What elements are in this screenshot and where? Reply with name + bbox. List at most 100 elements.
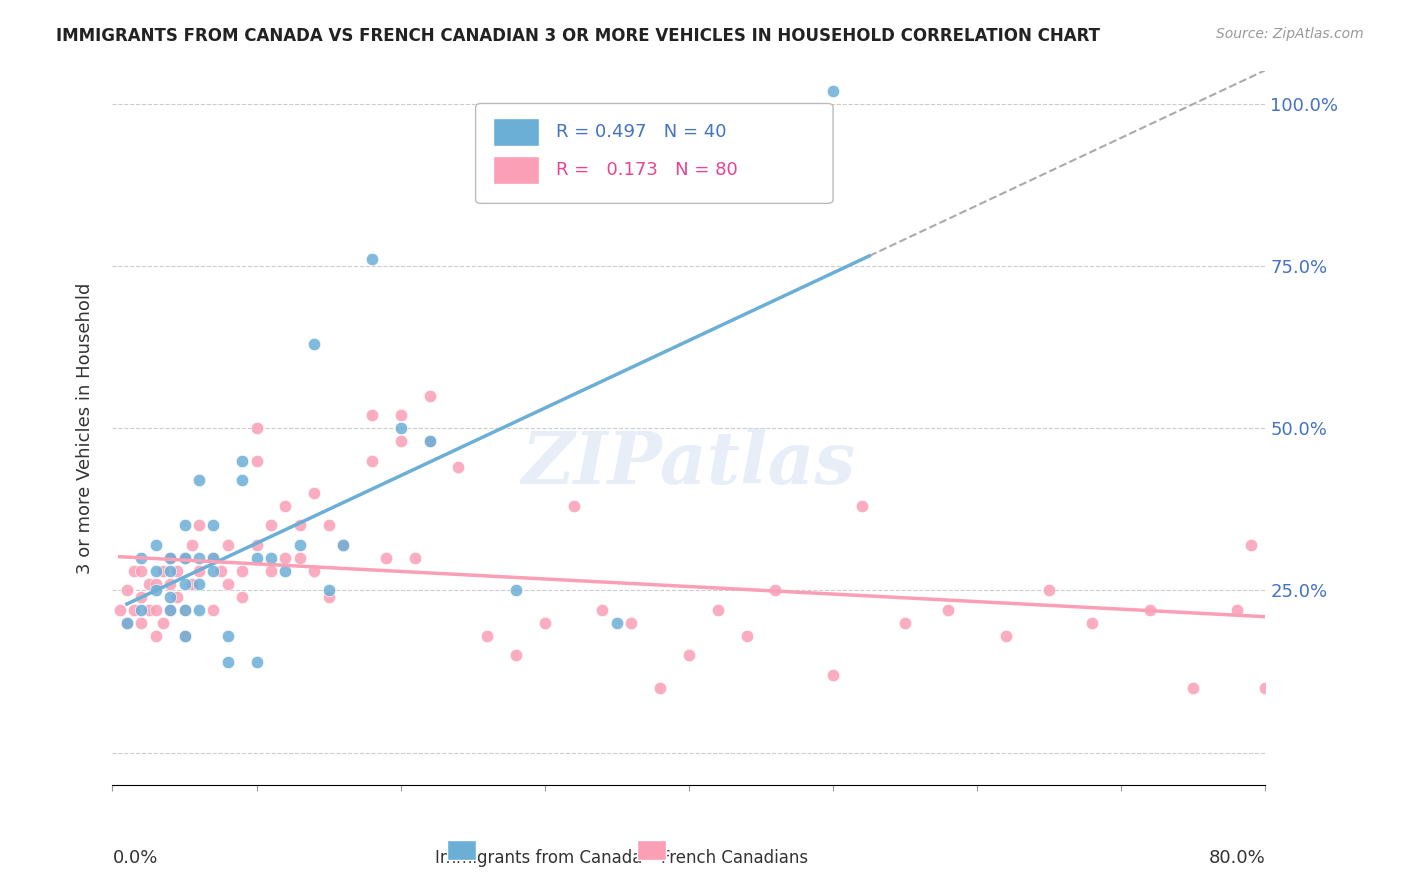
Point [122, 603, 145, 617]
Point [360, 252, 382, 267]
Point [159, 564, 181, 578]
Point [159, 590, 181, 604]
Point [389, 421, 412, 435]
Bar [494, 118, 538, 146]
Point [1226, 603, 1249, 617]
Point [129, 590, 153, 604]
Point [260, 550, 283, 565]
Text: ZIPatlas: ZIPatlas [522, 428, 856, 500]
Point [288, 538, 311, 552]
Point [246, 453, 269, 467]
Point [246, 538, 269, 552]
Point [534, 615, 557, 630]
Point [173, 629, 195, 643]
Point [217, 629, 239, 643]
Bar [494, 155, 538, 184]
Point [173, 550, 195, 565]
Point [129, 603, 153, 617]
Point [152, 615, 174, 630]
Point [505, 583, 527, 598]
Point [821, 667, 844, 681]
Point [894, 615, 917, 630]
Point [145, 564, 167, 578]
Y-axis label: 3 or more Vehicles in Household: 3 or more Vehicles in Household [76, 283, 94, 574]
Point [173, 518, 195, 533]
Point [650, 681, 672, 695]
Point [288, 550, 311, 565]
Point [138, 577, 160, 591]
Point [180, 538, 202, 552]
Point [159, 603, 181, 617]
Point [122, 564, 145, 578]
Point [260, 564, 283, 578]
Point [360, 408, 382, 422]
Point [231, 590, 253, 604]
Point [188, 518, 211, 533]
Point [1182, 681, 1205, 695]
Point [115, 615, 138, 630]
Point [318, 583, 340, 598]
Point [1139, 603, 1161, 617]
Point [188, 473, 211, 487]
Point [1038, 583, 1060, 598]
Point [332, 538, 354, 552]
Point [115, 615, 138, 630]
Point [145, 603, 167, 617]
Point [375, 550, 398, 565]
Bar [637, 840, 666, 860]
Point [360, 453, 382, 467]
Point [145, 629, 167, 643]
Point [995, 629, 1018, 643]
Text: 80.0%: 80.0% [1209, 849, 1265, 867]
Point [231, 564, 253, 578]
Point [166, 564, 188, 578]
Point [606, 615, 628, 630]
Point [304, 486, 326, 500]
Point [419, 434, 441, 449]
Point [274, 499, 297, 513]
Point [108, 603, 131, 617]
Bar [447, 840, 475, 860]
Text: French Canadians: French Canadians [661, 849, 808, 867]
Point [707, 603, 730, 617]
Point [115, 583, 138, 598]
Point [188, 550, 211, 565]
Point [1081, 615, 1104, 630]
Point [246, 655, 269, 669]
Point [274, 564, 297, 578]
Text: R = 0.497   N = 40: R = 0.497 N = 40 [557, 123, 727, 141]
Point [129, 615, 153, 630]
Point [188, 577, 211, 591]
Point [231, 453, 253, 467]
Point [288, 518, 311, 533]
Point [404, 550, 426, 565]
Point [159, 603, 181, 617]
Point [620, 615, 643, 630]
Point [202, 550, 225, 565]
Point [260, 518, 283, 533]
Point [138, 603, 160, 617]
Point [159, 550, 181, 565]
Point [505, 648, 527, 663]
Point [678, 648, 700, 663]
Text: R =   0.173   N = 80: R = 0.173 N = 80 [557, 161, 738, 178]
Point [145, 577, 167, 591]
Point [202, 518, 225, 533]
Point [209, 564, 232, 578]
Point [166, 590, 188, 604]
Point [765, 583, 787, 598]
Point [173, 629, 195, 643]
Point [231, 473, 253, 487]
Text: Source: ZipAtlas.com: Source: ZipAtlas.com [1216, 27, 1364, 41]
Point [188, 564, 211, 578]
Point [246, 421, 269, 435]
Point [475, 629, 499, 643]
Point [217, 655, 239, 669]
Point [332, 538, 354, 552]
Point [152, 564, 174, 578]
Point [159, 577, 181, 591]
Point [173, 603, 195, 617]
Point [735, 629, 758, 643]
Point [447, 460, 470, 475]
Text: 0.0%: 0.0% [112, 849, 157, 867]
